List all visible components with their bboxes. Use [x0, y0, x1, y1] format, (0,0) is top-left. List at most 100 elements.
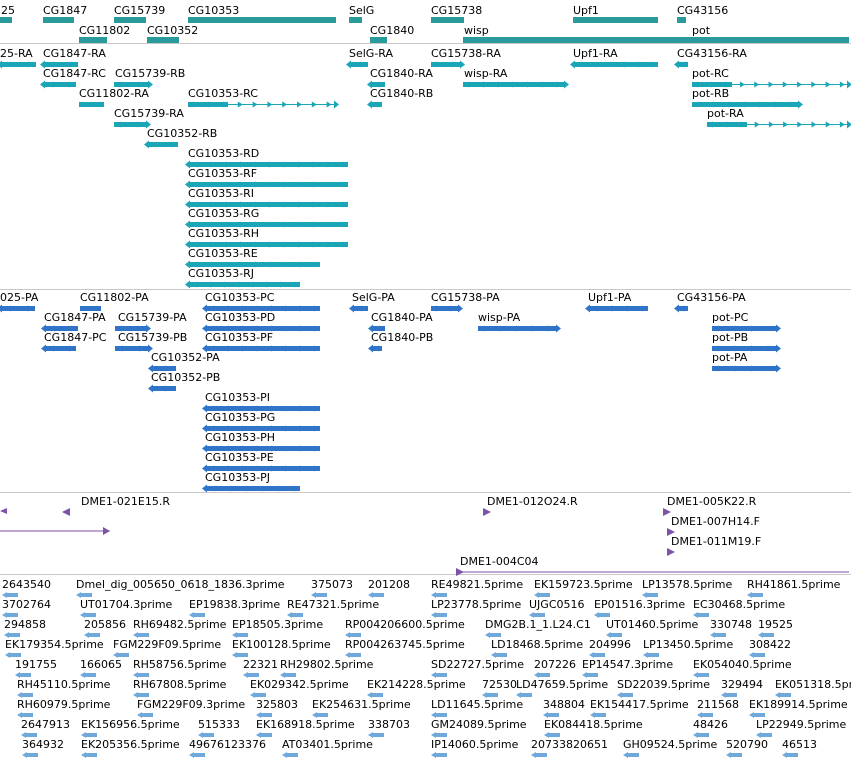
transcript-feature-glyph[interactable]	[463, 80, 569, 89]
est-glyph[interactable]	[133, 672, 151, 678]
est-glyph[interactable]	[368, 732, 386, 738]
protein-feature-glyph[interactable]	[202, 344, 322, 353]
transcript-feature-glyph[interactable]	[188, 100, 339, 109]
protein-feature-glyph[interactable]	[202, 444, 322, 453]
protein-feature-glyph[interactable]	[202, 404, 322, 413]
transcript-feature-glyph[interactable]	[185, 280, 302, 289]
est-glyph[interactable]	[80, 672, 98, 678]
est-glyph[interactable]	[590, 712, 608, 718]
protein-feature-glyph[interactable]	[478, 324, 561, 333]
clone-arrow-glyph[interactable]	[663, 508, 673, 516]
est-glyph[interactable]	[243, 672, 261, 678]
est-glyph[interactable]	[544, 732, 562, 738]
est-glyph[interactable]	[113, 652, 131, 658]
transcript-feature-glyph[interactable]	[185, 260, 322, 269]
transcript-feature-glyph[interactable]	[185, 200, 350, 209]
clone-arrow-glyph[interactable]	[667, 548, 677, 556]
est-glyph[interactable]	[280, 672, 298, 678]
est-glyph[interactable]	[312, 712, 330, 718]
est-glyph[interactable]	[756, 732, 774, 738]
clone-span-glyph[interactable]	[0, 527, 112, 535]
est-glyph[interactable]	[693, 732, 711, 738]
est-glyph[interactable]	[431, 712, 449, 718]
est-glyph[interactable]	[256, 732, 274, 738]
est-glyph[interactable]	[749, 712, 767, 718]
transcript-feature-glyph[interactable]	[79, 101, 106, 108]
gene-feature-glyph[interactable]	[0, 16, 14, 24]
est-glyph[interactable]	[4, 632, 22, 638]
est-glyph[interactable]	[2, 592, 20, 598]
est-glyph[interactable]	[15, 672, 33, 678]
est-glyph[interactable]	[431, 732, 449, 738]
gene-feature-glyph[interactable]	[431, 16, 466, 24]
est-glyph[interactable]	[76, 592, 94, 598]
protein-feature-glyph[interactable]	[115, 344, 153, 353]
est-glyph[interactable]	[543, 712, 561, 718]
est-glyph[interactable]	[697, 712, 715, 718]
protein-feature-glyph[interactable]	[585, 304, 650, 313]
est-glyph[interactable]	[642, 592, 660, 598]
protein-feature-glyph[interactable]	[712, 364, 781, 373]
transcript-feature-glyph[interactable]	[114, 80, 153, 89]
est-glyph[interactable]	[606, 632, 624, 638]
est-glyph[interactable]	[693, 672, 711, 678]
est-glyph[interactable]	[17, 712, 35, 718]
gene-feature-glyph[interactable]	[114, 16, 148, 24]
protein-feature-glyph[interactable]	[431, 304, 463, 313]
est-glyph[interactable]	[368, 592, 386, 598]
est-glyph[interactable]	[345, 652, 363, 658]
protein-feature-glyph[interactable]	[41, 344, 78, 353]
est-glyph[interactable]	[623, 752, 641, 758]
gene-feature-glyph[interactable]	[690, 36, 851, 44]
est-glyph[interactable]	[721, 692, 739, 698]
gene-feature-glyph[interactable]	[573, 16, 660, 24]
protein-feature-glyph[interactable]	[712, 344, 781, 353]
est-glyph[interactable]	[747, 592, 765, 598]
est-glyph[interactable]	[431, 592, 449, 598]
est-glyph[interactable]	[589, 652, 607, 658]
gene-feature-glyph[interactable]	[677, 16, 688, 24]
protein-feature-glyph[interactable]	[674, 304, 690, 313]
est-glyph[interactable]	[2, 612, 20, 618]
clone-arrow-glyph[interactable]	[483, 508, 493, 516]
clone-arrow-glyph[interactable]	[62, 508, 72, 516]
est-glyph[interactable]	[491, 652, 509, 658]
protein-feature-glyph[interactable]	[712, 324, 781, 333]
est-glyph[interactable]	[617, 692, 635, 698]
est-glyph[interactable]	[758, 632, 776, 638]
transcript-feature-glyph[interactable]	[367, 100, 384, 109]
transcript-feature-glyph[interactable]	[707, 120, 851, 129]
transcript-feature-glyph[interactable]	[144, 140, 180, 149]
est-glyph[interactable]	[482, 692, 500, 698]
est-glyph[interactable]	[256, 712, 274, 718]
est-glyph[interactable]	[345, 632, 363, 638]
transcript-feature-glyph[interactable]	[570, 60, 660, 69]
est-glyph[interactable]	[710, 632, 728, 638]
est-glyph[interactable]	[282, 752, 300, 758]
est-glyph[interactable]	[367, 692, 385, 698]
transcript-feature-glyph[interactable]	[185, 180, 350, 189]
protein-feature-glyph[interactable]	[41, 324, 80, 333]
est-glyph[interactable]	[516, 692, 534, 698]
est-glyph[interactable]	[137, 712, 155, 718]
est-glyph[interactable]	[693, 612, 711, 618]
clone-edge-arrow-glyph[interactable]	[0, 507, 8, 515]
est-glyph[interactable]	[534, 672, 552, 678]
est-glyph[interactable]	[81, 732, 99, 738]
est-glyph[interactable]	[534, 592, 552, 598]
est-glyph[interactable]	[21, 732, 39, 738]
gene-feature-glyph[interactable]	[188, 16, 338, 24]
protein-feature-glyph[interactable]	[202, 484, 302, 493]
est-glyph[interactable]	[22, 752, 40, 758]
protein-feature-glyph[interactable]	[148, 364, 178, 373]
est-glyph[interactable]	[582, 672, 600, 678]
est-glyph[interactable]	[133, 692, 151, 698]
est-glyph[interactable]	[431, 752, 449, 758]
protein-feature-glyph[interactable]	[202, 324, 322, 333]
protein-feature-glyph[interactable]	[115, 324, 151, 333]
est-glyph[interactable]	[431, 672, 449, 678]
transcript-feature-glyph[interactable]	[431, 60, 465, 69]
transcript-feature-glyph[interactable]	[692, 80, 851, 89]
gene-feature-glyph[interactable]	[43, 16, 76, 24]
gene-feature-glyph[interactable]	[79, 36, 109, 44]
